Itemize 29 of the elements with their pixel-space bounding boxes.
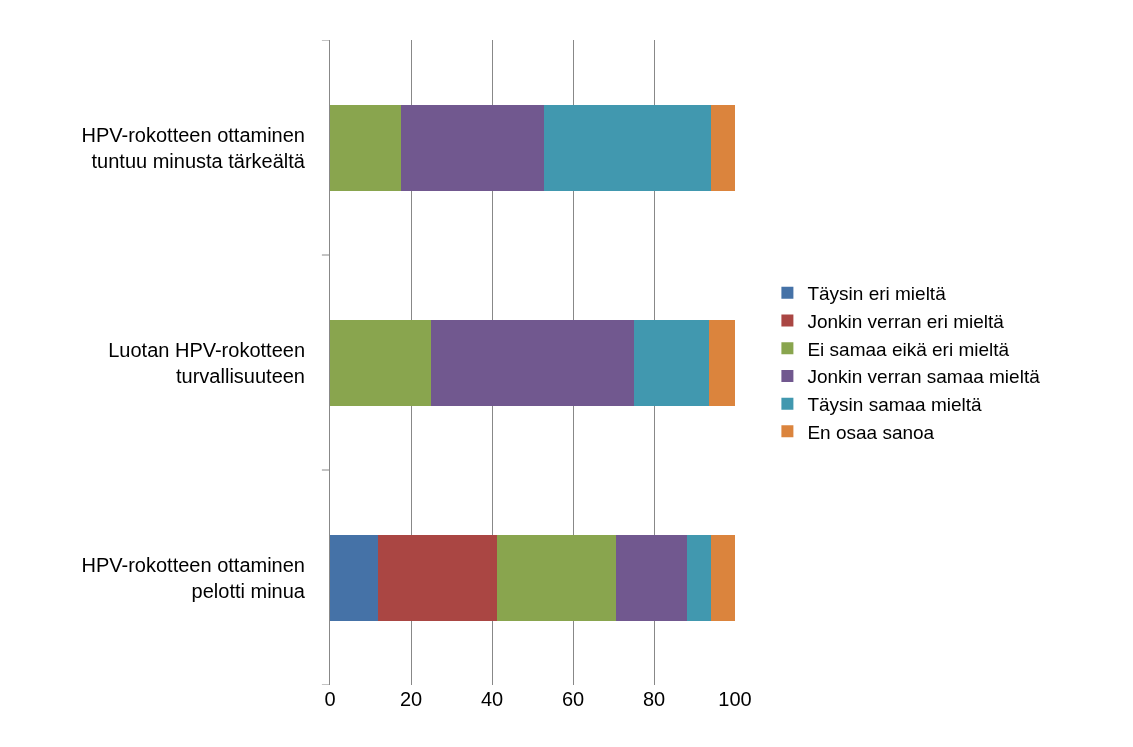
bar [496,534,616,621]
y-tick-label: Luotan HPV-rokotteen turvallisuuteen [108,338,305,387]
bar [709,319,735,406]
x-tick-label: 20 [399,688,423,710]
legend-label: Ei samaa eikä eri mieltä [807,338,1010,360]
y-tick-label: HPV-rokotteen ottaminen pelotti minua [81,553,306,602]
legend-label: Jonkin verran eri mieltä [807,310,1005,332]
legend-label: En osaa sanoa [807,421,935,443]
legend-label: Jonkin verran samaa mieltä [807,366,1041,388]
y-tick-label: HPV-rokotteen ottaminen tuntuu minusta tärkeältä [81,123,306,172]
x-tick-label: 80 [642,688,666,710]
x-tick-label: 60 [561,688,585,710]
x-tick-label: 100 [718,688,752,710]
legend-label: Täysin samaa mieltä [807,394,983,416]
bar [431,319,634,406]
bar [615,534,688,621]
x-tick-label: 40 [480,688,504,710]
bar [687,534,712,621]
bar [330,534,378,621]
bar [330,104,402,191]
bar [377,534,497,621]
bar [711,104,735,191]
bar [633,319,710,406]
bar [401,104,545,191]
x-tick-label: 0 [324,688,336,710]
bar [544,104,712,191]
bar [330,319,432,406]
legend-label: Täysin eri mieltä [807,283,947,305]
bar [711,534,735,621]
